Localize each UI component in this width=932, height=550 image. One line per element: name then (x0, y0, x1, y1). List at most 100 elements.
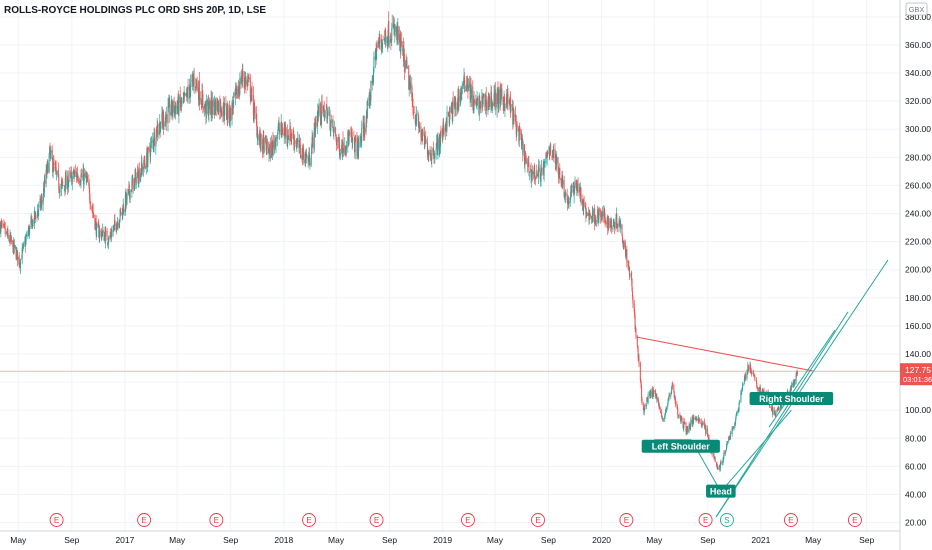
candle (183, 91, 185, 103)
earnings-event-marker[interactable]: E (369, 513, 384, 527)
candle (83, 168, 85, 182)
x-tick-label: Sep (700, 535, 715, 545)
candle (62, 184, 64, 187)
candle (544, 158, 546, 168)
candle (137, 163, 139, 184)
earnings-event-marker[interactable]: E (302, 513, 317, 527)
candle (137, 181, 139, 187)
candle (460, 88, 462, 107)
candle (242, 64, 244, 89)
candle (409, 74, 411, 94)
candle (702, 421, 704, 425)
candle (306, 153, 308, 158)
candle (134, 168, 136, 183)
candle (74, 164, 76, 177)
candle (21, 242, 23, 265)
earnings-event-marker[interactable]: E (137, 513, 152, 527)
candle (160, 122, 162, 133)
candle (403, 48, 405, 81)
earnings-event-marker[interactable]: E (209, 513, 224, 527)
x-tick-label: Sep (382, 535, 397, 545)
candle (778, 406, 780, 412)
candle (364, 125, 366, 141)
earnings-event-marker[interactable]: E (698, 513, 713, 527)
candle (336, 137, 338, 150)
candle (464, 85, 466, 91)
candle (345, 141, 347, 156)
earnings-event-marker[interactable]: E (49, 513, 64, 527)
candle (563, 175, 565, 198)
x-tick-label: 2017 (115, 535, 134, 545)
candle (165, 116, 167, 122)
currency-badge[interactable]: GBX (905, 2, 928, 16)
candle (13, 239, 15, 254)
candle (244, 71, 246, 91)
candle (312, 132, 314, 155)
split-event-marker[interactable]: S (719, 513, 734, 527)
candle (703, 418, 705, 430)
candle (668, 392, 670, 402)
y-tick-label: 160.00 (905, 321, 931, 331)
candle (35, 211, 37, 220)
earnings-event-marker[interactable]: E (460, 513, 475, 527)
candle (594, 204, 596, 231)
candle (595, 219, 597, 227)
candle (15, 245, 17, 251)
candle (172, 98, 174, 121)
event-marker-letter: E (535, 516, 540, 525)
candle (684, 421, 686, 425)
candle (149, 142, 151, 154)
candle (628, 260, 630, 269)
candle (147, 146, 149, 153)
candle (484, 93, 486, 111)
y-tick-label: 260.00 (905, 180, 931, 190)
left-shoulder-label[interactable]: Left Shoulder (641, 439, 720, 453)
candle (55, 160, 57, 174)
candle (58, 186, 60, 193)
price-axis[interactable] (899, 0, 932, 550)
candle (266, 138, 268, 155)
candle (114, 213, 116, 232)
pattern-connector (720, 409, 792, 492)
candle (277, 129, 279, 147)
x-tick-label: 2019 (433, 535, 452, 545)
candle (540, 170, 542, 187)
candle (286, 124, 288, 147)
candle (168, 94, 170, 108)
candle (86, 171, 88, 186)
earnings-event-marker[interactable]: E (783, 513, 798, 527)
candle (667, 398, 669, 405)
event-marker-letter: E (624, 516, 629, 525)
right-shoulder-label[interactable]: Right Shoulder (749, 391, 834, 405)
candle (522, 140, 524, 157)
candle (232, 99, 234, 115)
candle (659, 406, 661, 414)
candle (617, 223, 619, 233)
earnings-event-marker[interactable]: E (619, 513, 634, 527)
candle (659, 406, 661, 410)
candle (285, 121, 287, 144)
candle (181, 98, 183, 107)
candle (77, 175, 79, 185)
candle (319, 101, 321, 126)
candle (324, 109, 326, 119)
earnings-event-marker[interactable]: E (531, 513, 545, 527)
candle (51, 145, 53, 161)
candle (369, 91, 371, 109)
candle (536, 164, 538, 179)
candle (678, 414, 680, 419)
candle (339, 148, 341, 161)
candle (37, 209, 39, 220)
candle (775, 409, 777, 415)
candle (677, 407, 679, 419)
earnings-event-marker[interactable]: E (847, 513, 862, 527)
candle (144, 164, 146, 170)
candle (239, 72, 241, 97)
head-label[interactable]: Head (706, 484, 736, 498)
candle (158, 123, 160, 139)
candle (22, 244, 24, 252)
candle (330, 114, 332, 128)
candle (693, 414, 695, 421)
candle (675, 397, 677, 408)
